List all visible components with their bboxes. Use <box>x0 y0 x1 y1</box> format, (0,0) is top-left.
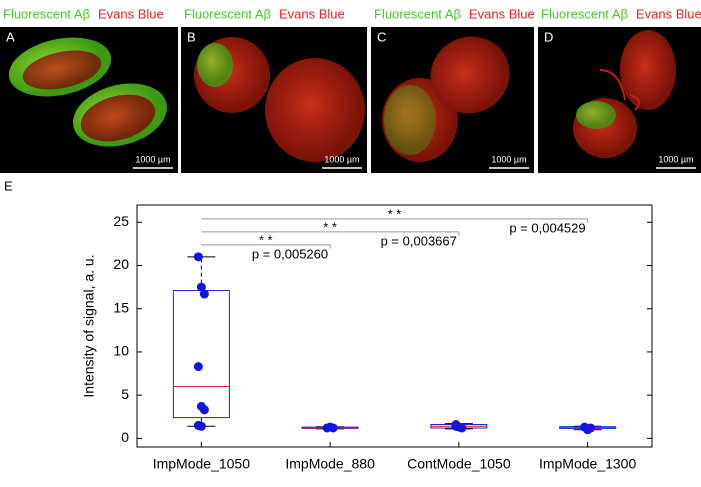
data-point <box>328 423 338 433</box>
x-tick-label: ImpMode_1050 <box>153 456 251 472</box>
y-axis-label: Intensity of signal, a. u. <box>81 254 97 397</box>
panel-letter: D <box>544 29 553 44</box>
data-point <box>193 252 203 262</box>
panel-images <box>0 27 701 173</box>
scale-label: 1000 µm <box>491 154 526 164</box>
stain-label: Fluorescent Aβ <box>3 6 90 21</box>
panel-label: E <box>4 178 13 193</box>
significance-stars: * * <box>323 219 337 234</box>
data-point <box>451 421 461 431</box>
data-point <box>196 282 206 292</box>
significance-stars: * * <box>388 206 402 221</box>
data-point <box>199 405 209 415</box>
significance-stars: * * <box>259 232 273 247</box>
y-tick-label: 10 <box>113 343 129 359</box>
stain-label: Fluorescent Aβ <box>374 6 461 21</box>
y-tick-label: 5 <box>121 386 129 402</box>
x-tick-label: ImpMode_880 <box>285 456 375 472</box>
p-value: p = 0,003667 <box>381 233 457 248</box>
stain-label: Fluorescent Aβ <box>184 6 271 21</box>
x-tick-label: ImpMode_1300 <box>539 456 637 472</box>
data-point <box>586 423 596 433</box>
stain-label: Evans Blue <box>469 6 535 21</box>
panel-letter: B <box>187 29 196 44</box>
box <box>172 290 230 419</box>
data-point <box>196 421 206 431</box>
plot-frame <box>136 204 653 448</box>
stain-label: Evans Blue <box>279 6 345 21</box>
scale-label: 1000 µm <box>324 154 359 164</box>
y-tick-label: 0 <box>121 429 129 445</box>
panel-letter: A <box>6 29 15 44</box>
p-value: p = 0,005260 <box>252 246 328 261</box>
y-tick-label: 15 <box>113 299 129 315</box>
data-point <box>199 289 209 299</box>
x-tick-label: ContMode_1050 <box>407 456 511 472</box>
stain-label: Fluorescent Aβ <box>541 6 628 21</box>
y-tick-label: 20 <box>113 256 129 272</box>
y-tick-label: 25 <box>113 213 129 229</box>
stain-label: Evans Blue <box>636 6 701 21</box>
scale-label: 1000 µm <box>658 154 693 164</box>
p-value: p = 0,004529 <box>509 220 585 235</box>
panel-letter: C <box>377 29 386 44</box>
data-point <box>193 362 203 372</box>
stain-label: Evans Blue <box>98 6 164 21</box>
scale-label: 1000 µm <box>135 154 170 164</box>
